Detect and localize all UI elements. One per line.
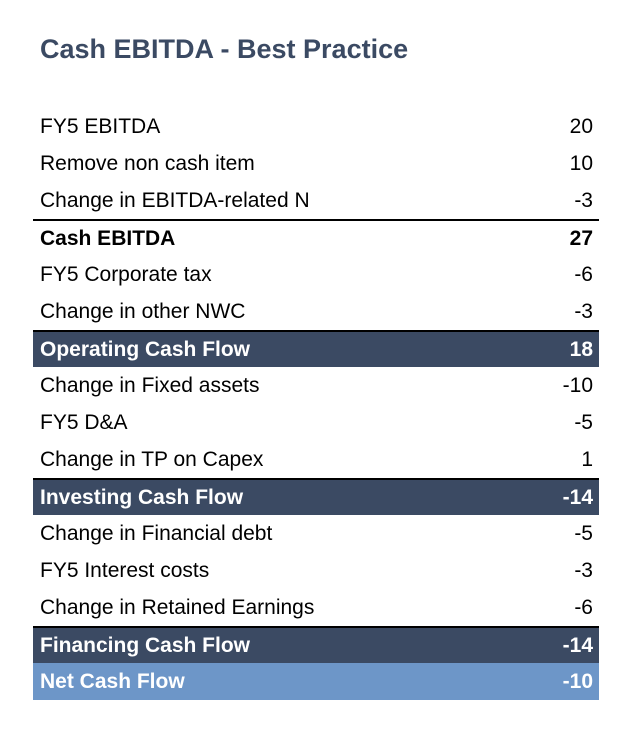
row-value: -3 (574, 188, 593, 212)
page-title: Cash EBITDA - Best Practice (40, 34, 409, 64)
row-value: -6 (574, 262, 593, 286)
table-row-change-ebitda-related-nwc: Change in EBITDA-related N -3 (33, 182, 599, 219)
row-value: -3 (574, 558, 593, 582)
row-value: -5 (574, 521, 593, 545)
row-value: 18 (569, 337, 593, 361)
table-row-change-fixed-assets: Change in Fixed assets -10 (33, 367, 599, 404)
table-row-change-financial-debt: Change in Financial debt -5 (33, 515, 599, 552)
row-label: Cash EBITDA (40, 226, 176, 250)
row-value: 1 (581, 447, 593, 471)
table-row-remove-non-cash-item: Remove non cash item 10 (33, 145, 599, 182)
table-row-net-cash-flow: Net Cash Flow -10 (33, 663, 599, 700)
row-label: Operating Cash Flow (40, 337, 251, 361)
table-row-fy5-ebitda: FY5 EBITDA 20 (33, 108, 599, 145)
table-row-change-retained-earnings: Change in Retained Earnings -6 (33, 589, 599, 626)
table-row-change-other-nwc: Change in other NWC -3 (33, 293, 599, 330)
row-value: -6 (574, 595, 593, 619)
row-label: FY5 Corporate tax (40, 262, 212, 286)
row-value: -14 (562, 485, 593, 509)
row-label: FY5 EBITDA (40, 114, 161, 138)
table-row-change-tp-on-capex: Change in TP on Capex 1 (33, 441, 599, 478)
table-row-operating-cash-flow: Operating Cash Flow 18 (33, 330, 599, 367)
row-label: Remove non cash item (40, 151, 255, 175)
row-label: Change in Fixed assets (40, 373, 260, 397)
row-label: Investing Cash Flow (40, 485, 244, 509)
row-label: Change in EBITDA-related N (40, 188, 310, 212)
table-row-investing-cash-flow: Investing Cash Flow -14 (33, 478, 599, 515)
row-value: 27 (569, 226, 593, 250)
cash-flow-table: FY5 EBITDA 20 Remove non cash item 10 Ch… (33, 108, 599, 700)
row-label: Change in TP on Capex (40, 447, 264, 471)
row-value: 10 (569, 151, 593, 175)
table-row-cash-ebitda: Cash EBITDA 27 (33, 219, 599, 256)
table-row-fy5-da: FY5 D&A -5 (33, 404, 599, 441)
row-label: Change in Financial debt (40, 521, 273, 545)
row-value: -10 (562, 669, 593, 693)
row-label: Change in other NWC (40, 299, 246, 323)
row-label: Financing Cash Flow (40, 633, 251, 657)
table-row-fy5-interest-costs: FY5 Interest costs -3 (33, 552, 599, 589)
row-label: Change in Retained Earnings (40, 595, 315, 619)
row-value: -14 (562, 633, 593, 657)
row-value: -10 (562, 373, 593, 397)
row-value: -3 (574, 299, 593, 323)
row-label: FY5 D&A (40, 410, 128, 434)
row-label: Net Cash Flow (40, 669, 185, 693)
row-value: 20 (569, 114, 593, 138)
row-label: FY5 Interest costs (40, 558, 210, 582)
row-value: -5 (574, 410, 593, 434)
table-row-fy5-corporate-tax: FY5 Corporate tax -6 (33, 256, 599, 293)
table-row-financing-cash-flow: Financing Cash Flow -14 (33, 626, 599, 663)
